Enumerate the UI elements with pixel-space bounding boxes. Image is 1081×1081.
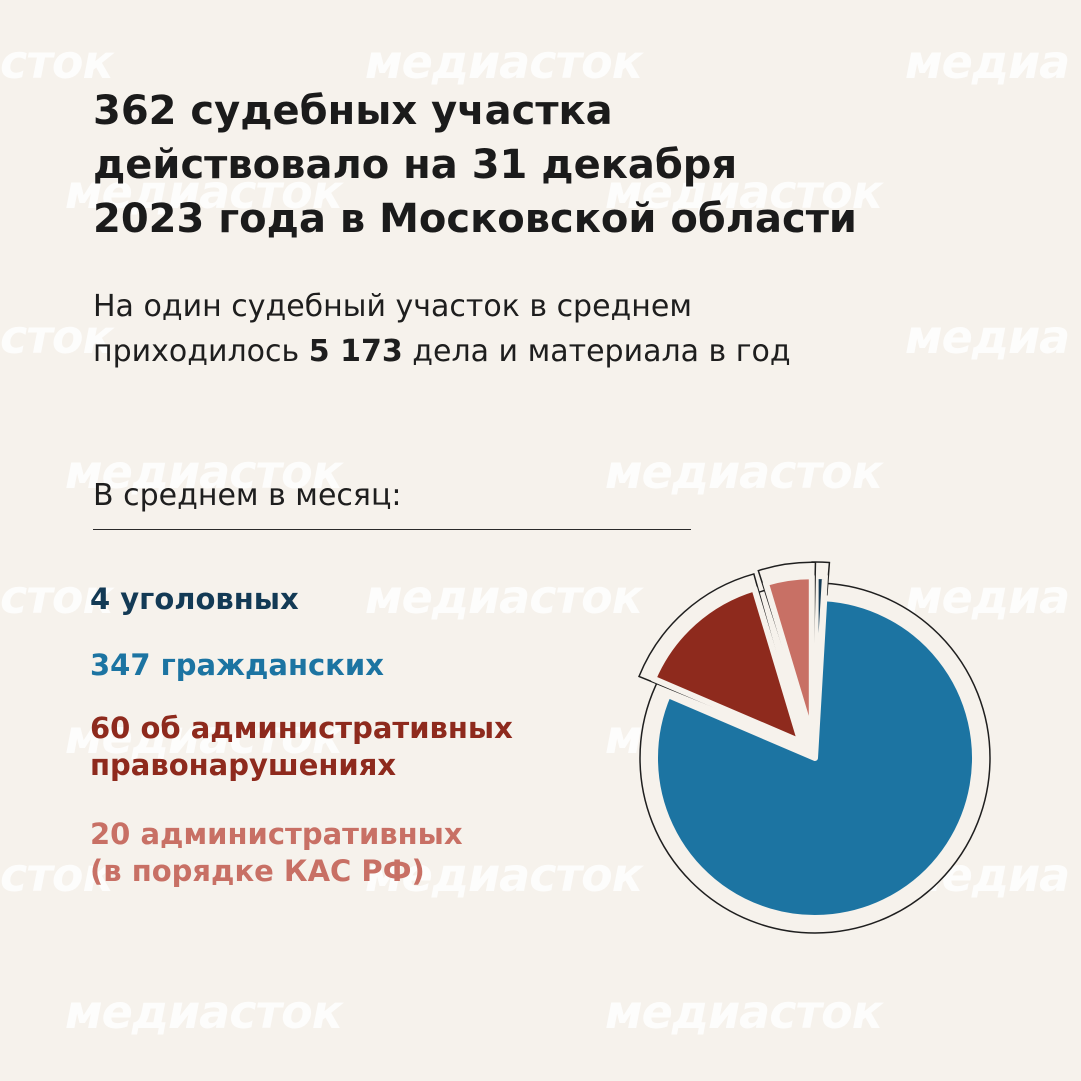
watermark: медиасток (365, 35, 643, 89)
legend-label: 347 гражданских (90, 648, 384, 682)
legend-label: 4 уголовных (90, 582, 299, 616)
subtitle-line: приходилось 5 173 дела и материала в год (93, 329, 993, 374)
subtitle-line: На один судебный участок в среднем (93, 289, 693, 324)
page-title: 362 судебных участка действовало на 31 д… (93, 84, 1023, 246)
watermark: медиа (905, 35, 1070, 89)
subtitle: На один судебный участок в среднем прихо… (93, 284, 993, 374)
watermark: медиасток (605, 445, 883, 499)
legend-item-civil: 347 гражданских (90, 647, 650, 684)
pie-chart (638, 561, 991, 934)
pie-slice-4 (762, 573, 815, 740)
legend-item-criminal: 4 уголовных (90, 581, 650, 618)
subtitle-text: дела и материала в год (412, 334, 791, 369)
title-line: действовало на 31 декабря (93, 142, 738, 188)
watermark: медиасток (65, 985, 343, 1039)
subtitle-highlight-number: 5 173 (308, 334, 403, 369)
pie-slice-3 (650, 585, 804, 745)
divider-line (93, 529, 691, 530)
legend-label: 60 об административных (90, 711, 513, 745)
section-label: В среднем в месяц: (93, 478, 402, 513)
subtitle-text: приходилось (93, 334, 300, 369)
legend-item-admin-kas: 20 административных (в порядке КАС РФ) (90, 816, 650, 890)
legend-item-admin-offences: 60 об административных правонарушениях (90, 710, 650, 784)
legend-label: (в порядке КАС РФ) (90, 854, 425, 888)
legend-label: 20 административных (90, 817, 463, 851)
watermark: медиасток (605, 985, 883, 1039)
title-line: 2023 года в Московской области (93, 196, 857, 242)
watermark: сток (0, 35, 114, 89)
legend-label: правонарушениях (90, 748, 397, 782)
pie-slice-2 (652, 595, 978, 921)
title-line: 362 судебных участка (93, 88, 613, 134)
